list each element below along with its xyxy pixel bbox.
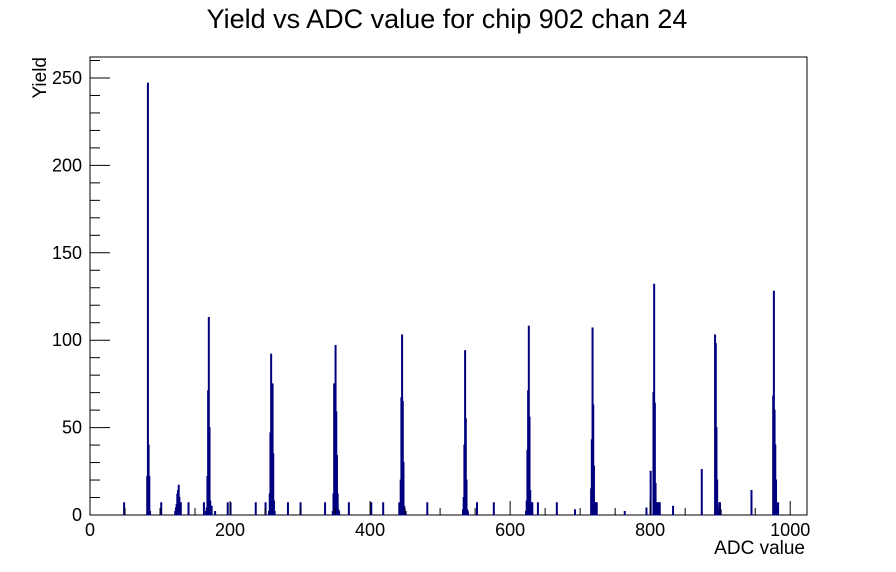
y-tick-label: 100 bbox=[52, 330, 82, 350]
chart-title: Yield vs ADC value for chip 902 chan 24 bbox=[207, 4, 688, 34]
histogram-bin bbox=[202, 502, 205, 516]
y-tick-label: 50 bbox=[62, 418, 82, 438]
histogram-bin bbox=[148, 476, 151, 516]
x-tick-label: 200 bbox=[215, 520, 245, 540]
y-tick-label: 0 bbox=[72, 505, 82, 525]
histogram-bin bbox=[658, 502, 661, 516]
histogram-bin bbox=[347, 502, 350, 516]
histogram-bin bbox=[531, 502, 534, 516]
histogram-bin bbox=[214, 511, 217, 516]
histogram-bin bbox=[210, 505, 213, 516]
x-tick-label: 800 bbox=[635, 520, 665, 540]
x-tick-label: 1000 bbox=[770, 520, 810, 540]
histogram-bars bbox=[123, 82, 780, 516]
histogram-bin bbox=[149, 511, 152, 516]
histogram-bin bbox=[123, 502, 126, 516]
y-tick-label: 250 bbox=[52, 68, 82, 88]
histogram-bin bbox=[226, 502, 229, 516]
histogram-bin bbox=[476, 502, 479, 516]
histogram-bin bbox=[160, 502, 163, 516]
histogram-bin bbox=[623, 511, 626, 516]
histogram-bin bbox=[382, 502, 385, 516]
x-tick-label: 600 bbox=[495, 520, 525, 540]
histogram-bin bbox=[777, 502, 780, 516]
y-axis: 0 50 100 150 200 250 bbox=[52, 59, 110, 525]
histogram-bin bbox=[286, 502, 289, 516]
histogram-bin bbox=[649, 470, 652, 516]
histogram-bin bbox=[700, 469, 703, 516]
histogram-bin bbox=[370, 502, 373, 516]
x-axis: 0 200 400 600 800 1000 bbox=[85, 501, 810, 540]
histogram-bin bbox=[426, 502, 429, 516]
y-axis-label: Yield bbox=[30, 57, 51, 99]
y-tick-label: 200 bbox=[52, 155, 82, 175]
x-axis-label: ADC value bbox=[714, 538, 805, 559]
plot-frame bbox=[89, 56, 808, 516]
histogram-bin bbox=[338, 511, 341, 516]
histogram-bin bbox=[750, 490, 753, 516]
histogram-bin bbox=[536, 502, 539, 516]
histogram-bin bbox=[254, 502, 257, 516]
histogram-bin bbox=[187, 502, 190, 516]
histogram-bin bbox=[273, 511, 276, 516]
histogram-bin bbox=[574, 509, 577, 516]
histogram-bin bbox=[466, 511, 469, 516]
histogram-bin bbox=[324, 502, 327, 516]
histogram-bin bbox=[555, 502, 558, 516]
x-tick-label: 400 bbox=[355, 520, 385, 540]
y-tick-label: 150 bbox=[52, 243, 82, 263]
histogram-bin bbox=[645, 507, 648, 516]
histogram-bin bbox=[595, 502, 598, 516]
x-tick-label: 0 bbox=[85, 520, 95, 540]
histogram-bin bbox=[492, 502, 495, 516]
histogram-bin bbox=[672, 505, 675, 516]
histogram-bin bbox=[179, 502, 182, 516]
